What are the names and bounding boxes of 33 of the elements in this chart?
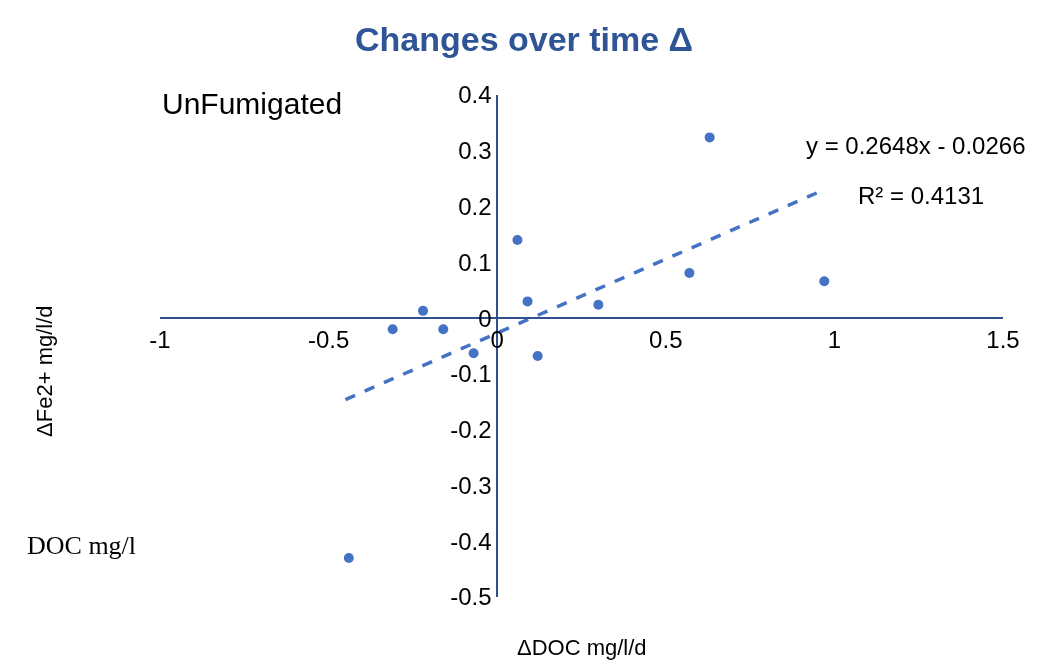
y-axis-title: ΔFe2+ mg/l/d: [31, 305, 57, 437]
x-tick-label: -0.5: [307, 325, 350, 353]
annotation: UnFumigated: [162, 87, 343, 120]
chart-title: Changes over time Δ: [354, 19, 694, 58]
point: [343, 552, 354, 563]
x-tick-label: -1: [149, 325, 171, 353]
y-tick-label: 0.2: [458, 192, 492, 220]
x-axis-title: ΔDOC mg/l/d: [517, 635, 647, 660]
point: [819, 276, 830, 287]
y-tick-label: 0.4: [458, 81, 492, 109]
point: [704, 132, 715, 143]
y-tick-label: -0.2: [450, 416, 492, 444]
point: [387, 324, 398, 335]
annotation: y = 0.2648x - 0.0266: [806, 132, 1026, 159]
y-tick-label: -0.1: [450, 360, 492, 388]
point: [438, 324, 449, 335]
point: [522, 296, 533, 307]
y-tick-label: -0.3: [450, 471, 492, 499]
y-tick-label: 0.1: [458, 248, 492, 276]
x-tick-label: 1: [827, 325, 842, 353]
point: [684, 267, 695, 278]
y-tick-label: -0.4: [450, 527, 492, 555]
text: DOC mg/l: [27, 531, 137, 560]
point: [512, 235, 523, 246]
y-tick-label: 0.3: [458, 137, 492, 165]
x-tick-label: 0.5: [649, 325, 683, 353]
point: [532, 351, 543, 362]
point: [468, 348, 479, 359]
point: [418, 305, 429, 316]
x-tick-label: 1.5: [986, 325, 1020, 353]
annotation: R² = 0.4131: [858, 182, 985, 209]
point: [593, 299, 604, 310]
y-tick-label: -0.5: [450, 583, 492, 611]
